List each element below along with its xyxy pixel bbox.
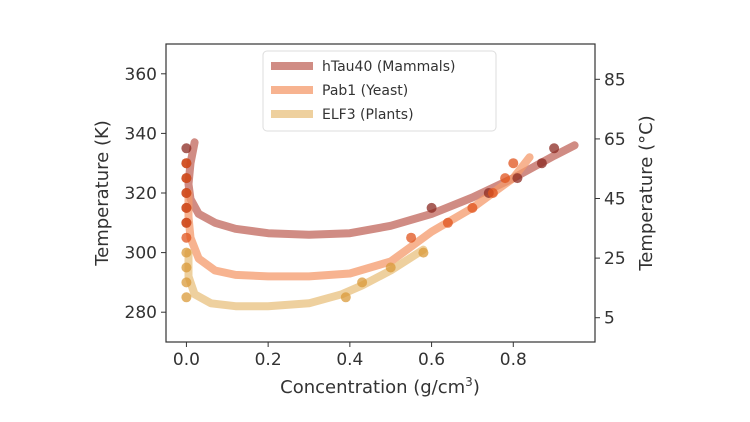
point-elf3-plants — [340, 292, 351, 303]
y-tick-label: 300 — [125, 244, 157, 264]
point-elf3-plants — [385, 262, 396, 273]
x-tick-label: 0.4 — [336, 350, 363, 370]
x-tick-label: 0.0 — [173, 350, 200, 370]
y-right-tick-label: 25 — [604, 249, 626, 269]
y-tick-label: 360 — [125, 65, 157, 85]
legend-box — [262, 50, 497, 132]
y-right-tick-label: 65 — [604, 130, 626, 150]
y-tick-label: 280 — [125, 303, 157, 323]
y-right-tick-label: 5 — [604, 309, 615, 329]
x-tick-label: 0.8 — [500, 350, 527, 370]
point-pab1-yeast — [508, 158, 519, 169]
point-elf3-plants — [357, 277, 368, 288]
y-axis-label-left: Temperature (K) — [92, 120, 113, 267]
y-axis-right: 5 25 45 65 85 — [595, 70, 626, 329]
y-tick-label: 340 — [125, 124, 157, 144]
point-pab1-yeast — [181, 232, 192, 243]
x-tick-label: 0.6 — [418, 350, 445, 370]
point-htau40-mammals — [549, 143, 560, 154]
point-pab1-yeast — [406, 232, 417, 243]
curves-layer — [184, 138, 579, 311]
point-pab1-yeast — [500, 173, 511, 184]
point-pab1-yeast — [442, 217, 453, 228]
point-pab1-yeast — [181, 173, 192, 184]
curve-htau40-mammals — [184, 138, 579, 239]
point-elf3-plants — [181, 247, 192, 258]
x-axis-label-main: Concentration (g/cm — [280, 377, 465, 398]
y-right-tick-label: 85 — [604, 70, 626, 90]
y-tick-label: 320 — [125, 184, 157, 204]
point-elf3-plants — [181, 277, 192, 288]
x-tick-label: 0.2 — [255, 350, 282, 370]
point-pab1-yeast — [487, 188, 498, 198]
points-layer — [181, 143, 560, 303]
point-pab1-yeast — [467, 202, 478, 213]
x-axis-label: Concentration (g/cm3) — [280, 375, 480, 398]
x-axis: 0.0 0.2 0.4 0.6 0.8 — [173, 342, 527, 370]
curve-pab1-yeast — [184, 153, 534, 281]
point-pab1-yeast — [181, 158, 192, 169]
point-htau40-mammals — [181, 143, 192, 154]
y-right-tick-label: 45 — [604, 190, 626, 210]
point-pab1-yeast — [181, 217, 192, 228]
curve-elf3-plants — [184, 245, 428, 311]
point-pab1-yeast — [181, 202, 192, 213]
y-axis-left: 280 300 320 340 360 — [125, 65, 166, 323]
x-axis-label-end: ) — [473, 377, 480, 398]
legend-label-htau40-mammals: hTau40 (Mammals) — [322, 59, 455, 75]
legend: hTau40 (Mammals) Pab1 (Yeast) ELF3 (Plants… — [262, 50, 497, 132]
point-htau40-mammals — [512, 173, 523, 184]
point-htau40-mammals — [426, 202, 437, 213]
point-pab1-yeast — [181, 188, 192, 198]
x-axis-label-superscript: 3 — [465, 375, 473, 389]
point-elf3-plants — [181, 292, 192, 303]
y-axis-label-right: Temperature (°C) — [636, 115, 657, 271]
legend-label-elf3-plants: ELF3 (Plants) — [322, 107, 414, 123]
point-elf3-plants — [181, 262, 192, 273]
point-elf3-plants — [418, 247, 429, 258]
legend-label-pab1-yeast: Pab1 (Yeast) — [322, 83, 408, 99]
point-htau40-mammals — [536, 158, 547, 169]
